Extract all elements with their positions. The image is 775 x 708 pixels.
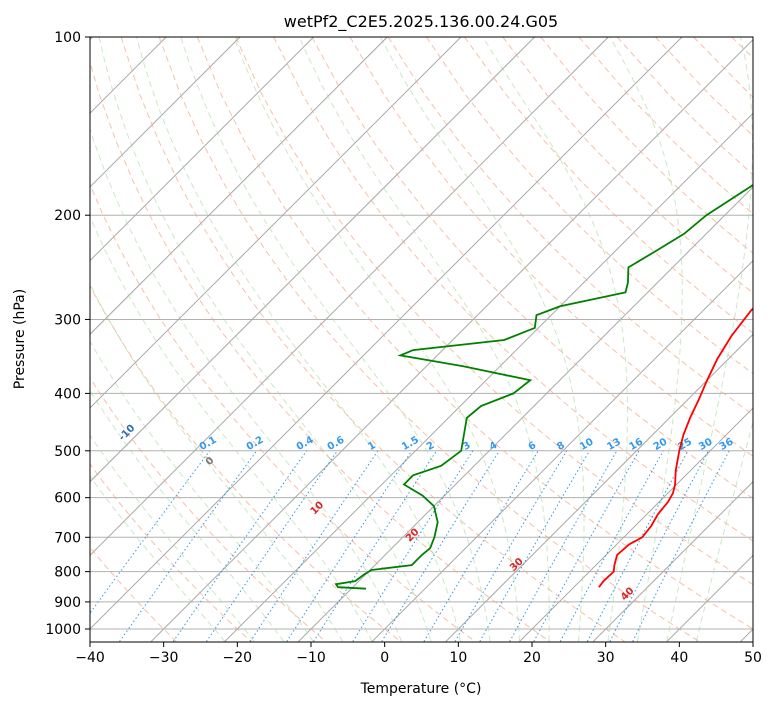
profile-lines bbox=[334, 184, 753, 590]
dry-adiabat-line bbox=[120, 37, 625, 642]
mixing-ratio-line bbox=[205, 450, 338, 642]
plot-frame bbox=[89, 36, 754, 643]
mixing-ratio-line bbox=[559, 450, 664, 642]
y-tick-label: 300 bbox=[54, 312, 81, 328]
isotherm-line bbox=[90, 37, 314, 262]
moist-adiabat-line bbox=[90, 434, 255, 642]
mixing-ratio-line bbox=[533, 450, 640, 642]
mixing-ratio-label: 2 bbox=[425, 440, 437, 453]
dry-adiabat-line bbox=[196, 37, 753, 630]
moist-adiabat-line bbox=[609, 37, 683, 642]
moist-adiabat-line bbox=[90, 389, 285, 642]
isotherm-line bbox=[150, 38, 753, 642]
mixing-ratio-line bbox=[90, 450, 211, 614]
isotherm-line bbox=[90, 37, 241, 188]
y-tick-label: 600 bbox=[54, 491, 81, 507]
y-tick-label: 200 bbox=[54, 208, 81, 224]
temperature-profile-line bbox=[598, 307, 753, 588]
mixing-ratio-line bbox=[313, 450, 438, 642]
x-tick-label: 10 bbox=[449, 650, 467, 666]
x-tick-label: 0 bbox=[380, 650, 389, 666]
moist-adiabat-line bbox=[695, 420, 753, 642]
x-tick-label: −10 bbox=[296, 650, 326, 666]
moist-adiabat-line bbox=[90, 475, 226, 642]
isotherm-line bbox=[224, 112, 753, 642]
moist-adiabat-line bbox=[666, 37, 753, 642]
dry-adiabat-line bbox=[90, 285, 401, 642]
moist-adiabat-line bbox=[233, 37, 520, 642]
y-tick-label: 400 bbox=[54, 386, 81, 402]
y-tick-label: 100 bbox=[54, 30, 81, 46]
mixing-ratio-line bbox=[286, 450, 413, 642]
x-tick-label: −30 bbox=[149, 650, 179, 666]
moist-adiabat-line bbox=[136, 37, 462, 642]
x-axis-label: Temperature (°C) bbox=[360, 681, 482, 697]
moist-adiabat-line bbox=[98, 37, 432, 642]
mixing-ratio-line bbox=[249, 450, 379, 642]
isotherm-line bbox=[90, 37, 609, 557]
mixing-ratio-line bbox=[172, 450, 308, 642]
dry-adiabat-line bbox=[90, 463, 252, 642]
mixing-ratio-label: 4 bbox=[488, 440, 500, 453]
mixing-ratio-label: 6 bbox=[527, 440, 539, 453]
mixing-ratio-line bbox=[119, 450, 258, 642]
y-axis-label: Pressure (hPa) bbox=[12, 289, 28, 389]
x-axis-ticks: −40 −30 −20 −10 0 10 20 30 40 50 bbox=[75, 642, 762, 666]
dry-adiabat-line bbox=[90, 183, 476, 642]
plot-background bbox=[90, 37, 753, 642]
isotherm-line bbox=[90, 37, 462, 409]
isotherm-line bbox=[90, 37, 535, 483]
dry-adiabat-line bbox=[90, 60, 551, 642]
mixing-ratio-label: 8 bbox=[555, 440, 567, 453]
isotherm-line bbox=[371, 259, 753, 642]
dry-adiabat-line bbox=[235, 37, 753, 586]
isotherm-line bbox=[90, 37, 683, 630]
moist-adiabat-line bbox=[90, 283, 344, 642]
x-tick-label: 40 bbox=[670, 650, 688, 666]
x-tick-label: 50 bbox=[744, 650, 762, 666]
moist-adiabat-line bbox=[90, 215, 373, 642]
mixing-ratio-line bbox=[509, 450, 618, 642]
isotherm-line bbox=[90, 37, 388, 335]
mixing-ratio-label: 3 bbox=[461, 440, 473, 453]
x-tick-label: 30 bbox=[597, 650, 615, 666]
moist-adiabat-line bbox=[379, 37, 585, 642]
y-tick-label: 700 bbox=[54, 530, 81, 546]
x-tick-label: −40 bbox=[75, 650, 105, 666]
moist-adiabat-line bbox=[90, 340, 314, 642]
dewpoint-profile-line bbox=[334, 184, 753, 590]
dry-adiabat-line bbox=[464, 37, 753, 334]
x-tick-label: −20 bbox=[223, 650, 253, 666]
dry-adiabat-line bbox=[425, 37, 753, 375]
mixing-ratio-line bbox=[381, 450, 500, 642]
moist-adiabat-line bbox=[180, 37, 491, 642]
dry-adiabat-line bbox=[273, 37, 753, 542]
mixing-ratio-label: 1 bbox=[366, 440, 378, 453]
background-grid bbox=[90, 37, 775, 642]
chart-title: wetPf2_C2E5.2025.136.00.24.G05 bbox=[284, 12, 558, 32]
isotherm-line bbox=[592, 481, 753, 642]
y-tick-label: 800 bbox=[54, 565, 81, 581]
moist-adiabat-line bbox=[298, 37, 550, 642]
moist-adiabat-line bbox=[482, 37, 628, 642]
dry-adiabat-line bbox=[90, 376, 327, 642]
y-tick-label: 1000 bbox=[45, 622, 81, 638]
x-tick-label: 20 bbox=[523, 650, 541, 666]
y-tick-label: 900 bbox=[54, 595, 81, 611]
dry-adiabat-line bbox=[158, 37, 700, 642]
dry-adiabat-line bbox=[311, 37, 753, 499]
moist-adiabat-line bbox=[90, 127, 403, 642]
y-tick-label: 500 bbox=[54, 444, 81, 460]
y-axis-ticks: 100 200 300 400 500 600 700 800 900 1000 bbox=[45, 30, 90, 638]
dry-adiabat-line bbox=[770, 37, 775, 642]
mixing-ratio-line bbox=[632, 450, 730, 642]
